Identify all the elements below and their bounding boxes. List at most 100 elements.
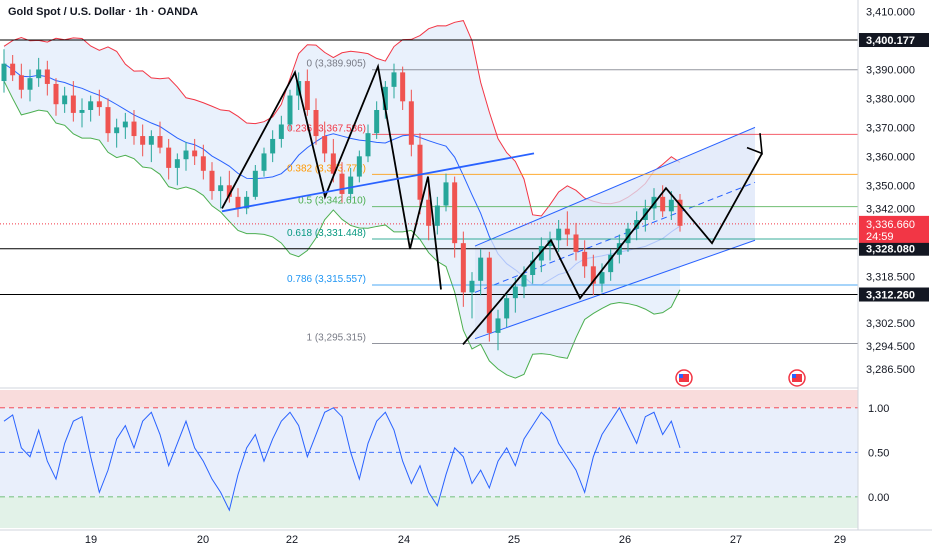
price-tick-label: 3,286.500 [866,364,915,376]
candle-body [252,170,258,197]
candle-body [434,205,440,226]
time-tick-label: 19 [85,534,97,546]
candle-body [96,101,102,108]
candle-body [244,196,250,209]
candle-body [278,124,284,139]
level-price-text: 3,328.080 [866,244,915,256]
price-tick-label: 3,342.000 [866,203,915,215]
candle-body [105,107,111,134]
us-flag-event-icon[interactable] [788,369,806,387]
zigzag-projection [462,152,763,346]
candle-body [330,153,336,174]
price-tick-label: 3,302.500 [866,318,915,330]
candle-body [599,272,605,284]
fib-label-0.618: 0.618 (3,331.448) [287,228,366,239]
zigzag-left [221,63,442,290]
time-tick-label: 20 [197,534,209,546]
osc-tick-label: 1.00 [868,403,889,415]
candle-body [452,182,458,244]
current-price-text: 3,336.660 [866,219,915,231]
candle-body [590,266,596,284]
flag-icon-canton [679,374,683,378]
bb-upper-line [3,20,681,217]
candle-body [512,286,518,299]
candle-body [79,110,85,113]
time-tick-label: 29 [834,534,846,546]
level-price-text: 3,312.260 [866,290,915,302]
candle-body [495,318,501,333]
candle-body [660,196,666,212]
candle-body [114,127,120,134]
price-tick-label: 3,390.000 [866,64,915,76]
candle-body [668,199,674,212]
candle-body [261,153,267,171]
candle-body [218,185,224,192]
price-tick-label: 3,380.000 [866,93,915,105]
candle-body [70,95,76,113]
bb-lower-line [3,80,681,379]
candle-body [157,136,163,148]
time-tick-label: 24 [398,534,410,546]
candle-body [417,144,423,200]
current-price-tag [859,215,929,243]
candle-body [460,243,466,293]
candle-body [356,156,362,177]
price-tick-label: 3,294.500 [866,341,915,353]
candle-body [400,72,406,102]
candle-body [226,185,232,197]
channel-fill [475,127,755,339]
candle-body [148,136,154,145]
candle-body [608,254,614,273]
time-tick-label: 22 [286,534,298,546]
candle-body [478,257,484,281]
price-tick-label: 3,360.000 [866,151,915,163]
osc-line [3,406,681,512]
candle-body [521,275,527,287]
fib-label-0: 0 (3,389.905) [307,59,367,70]
candle-body [304,81,310,110]
economic-events[interactable] [675,369,806,387]
candle-body [677,199,683,226]
time-tick-label: 25 [508,534,520,546]
us-flag-event-icon[interactable] [675,369,693,387]
candle-body [36,69,42,79]
level-price-text: 3,400.177 [866,35,915,47]
fib-label-0.382: 0.382 (3,353.772) [287,163,366,174]
fib-label-0.786: 0.786 (3,315.557) [287,274,366,285]
time-tick-label: 26 [619,534,631,546]
candle-body [382,86,388,110]
ascending-channel [474,126,756,340]
candle-body [1,63,7,82]
time-axis[interactable]: 19 20 22 24 25 26 27 29 [0,529,932,546]
candle-body [18,75,24,90]
candle-body [287,95,293,125]
time-tick-label: 27 [730,534,742,546]
chart-title: Gold Spot / U.S. Dollar · 1h · OANDA [8,6,199,18]
countdown-text: 24:59 [866,231,894,243]
fib-label-1: 1 (3,295.315) [307,333,367,344]
channel-lower-line [474,239,756,340]
candle-body [426,199,432,226]
price-axis[interactable]: 3,410.000 3,390.000 3,380.000 3,370.000 3,36… [857,0,929,530]
candle-body [183,150,189,160]
candle-body [166,147,172,168]
level-price-tag [859,33,929,48]
price-tick-label: 3,410.000 [866,7,915,19]
candle-body [504,298,510,319]
candle-body [10,63,16,76]
candle-body [556,228,562,241]
flag-icon-stripes [679,374,689,382]
level-price-tag [859,287,929,302]
candle-body [348,176,354,194]
price-tick-label: 3,350.000 [866,180,915,192]
candle-body [547,240,553,247]
candle-body [486,257,492,333]
candle-body [235,196,241,209]
flag-icon-stripes [792,374,802,382]
candle-body [200,156,206,171]
candle-body [270,138,276,154]
candle-body [374,110,380,134]
candle-body [564,228,570,235]
level-price-tag [859,241,929,256]
